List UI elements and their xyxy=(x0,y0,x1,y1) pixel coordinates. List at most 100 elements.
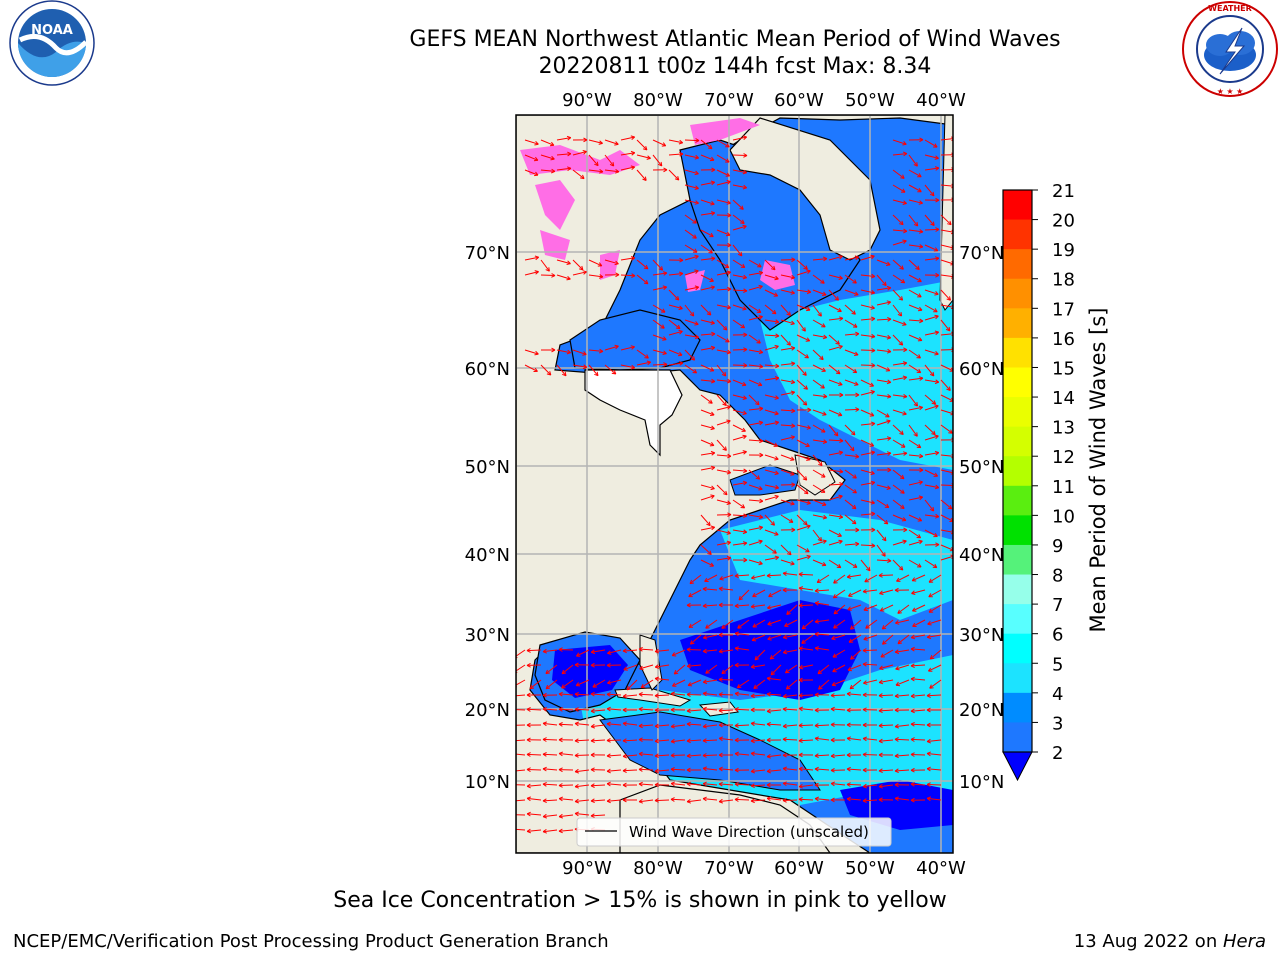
wave-direction-arrow xyxy=(924,154,939,159)
wave-direction-arrow xyxy=(770,664,782,676)
wave-direction-arrow xyxy=(668,273,683,276)
lat-tick-label-left: 70°N xyxy=(465,243,510,264)
wave-direction-arrow xyxy=(876,334,891,339)
wave-direction-arrowhead xyxy=(926,634,932,640)
wave-direction-arrow xyxy=(684,304,695,317)
wave-direction-arrow xyxy=(591,709,606,712)
lon-tick-label-bottom: 80°W xyxy=(633,858,683,879)
wave-direction-arrowhead xyxy=(950,274,953,279)
wave-direction-arrow xyxy=(908,394,918,407)
wave-direction-arrow xyxy=(702,604,718,607)
wave-direction-arrowhead xyxy=(926,738,931,744)
wave-direction-arrowhead xyxy=(526,752,531,757)
wave-direction-arrowhead xyxy=(662,350,667,355)
wave-direction-arrowhead xyxy=(782,752,787,758)
wave-direction-arrowhead xyxy=(654,664,660,669)
wave-direction-arrow xyxy=(623,694,638,697)
wave-direction-arrowhead xyxy=(790,346,796,351)
wave-direction-arrow xyxy=(684,199,699,204)
colorbar-segment xyxy=(1003,308,1032,339)
wave-direction-arrowhead xyxy=(734,751,739,757)
wave-direction-arrow xyxy=(892,484,905,494)
wave-direction-arrow xyxy=(524,169,539,176)
wave-direction-arrow xyxy=(796,259,808,270)
wave-direction-arrow xyxy=(828,334,840,345)
wave-direction-arrowhead xyxy=(678,305,683,311)
wave-direction-arrow xyxy=(780,304,791,316)
wave-direction-arrowhead xyxy=(917,173,922,178)
wave-direction-arrowhead xyxy=(679,271,684,277)
wave-direction-arrowhead xyxy=(928,578,934,583)
wave-direction-arrowhead xyxy=(852,563,858,568)
wave-direction-arrowhead xyxy=(855,407,860,412)
colorbar-segment xyxy=(1003,190,1032,221)
wave-direction-arrow xyxy=(876,529,887,542)
wave-direction-arrow xyxy=(927,797,942,801)
wave-direction-arrow xyxy=(734,724,750,727)
wave-direction-arrow xyxy=(703,708,718,711)
wave-direction-arrow xyxy=(716,469,731,474)
wave-direction-arrow xyxy=(737,619,750,629)
wave-direction-arrowhead xyxy=(798,723,803,728)
wave-direction-arrow xyxy=(716,557,731,561)
wave-direction-arrowhead xyxy=(766,796,771,802)
wave-direction-arrow xyxy=(894,754,910,757)
wave-direction-arrow xyxy=(620,152,635,156)
wave-direction-arrowhead xyxy=(898,565,904,571)
wave-direction-arrow xyxy=(828,317,843,321)
wave-direction-arrow xyxy=(636,169,647,181)
wave-direction-arrowhead xyxy=(590,691,595,697)
wave-direction-arrow xyxy=(684,349,695,361)
wave-direction-arrow xyxy=(908,439,922,449)
wave-direction-arrow xyxy=(686,709,702,712)
wave-direction-arrow xyxy=(940,394,953,402)
wave-direction-arrowhead xyxy=(775,363,780,369)
wave-direction-arrowhead xyxy=(663,362,668,367)
wave-direction-arrowhead xyxy=(862,736,867,742)
wave-direction-arrow xyxy=(924,379,939,383)
wave-direction-arrow xyxy=(876,559,892,562)
wave-direction-arrow xyxy=(876,394,891,398)
wave-direction-arrowhead xyxy=(710,494,715,499)
land-cuba xyxy=(614,687,692,707)
wave-direction-arrowhead xyxy=(802,401,808,406)
wave-direction-arrow xyxy=(748,469,760,480)
wave-direction-arrowhead xyxy=(574,811,579,817)
wave-direction-arrow xyxy=(780,454,795,461)
wave-direction-arrow xyxy=(892,139,907,145)
wave-direction-arrow xyxy=(622,739,638,742)
wave-direction-arrowhead xyxy=(689,640,695,645)
wave-direction-arrowhead xyxy=(929,655,935,660)
map-frame xyxy=(515,114,954,854)
wave-direction-arrowhead xyxy=(927,667,933,672)
wave-direction-arrow xyxy=(812,454,823,467)
wave-direction-arrowhead xyxy=(786,550,792,556)
wave-direction-arrow xyxy=(892,452,907,456)
wave-direction-arrowhead xyxy=(702,781,707,787)
wave-direction-arrowhead xyxy=(870,254,875,260)
wave-direction-arrowhead xyxy=(622,738,627,744)
wave-direction-arrowhead xyxy=(766,768,771,774)
wave-direction-arrow xyxy=(828,304,842,312)
wave-direction-arrowhead xyxy=(759,438,764,444)
wave-direction-arrowhead xyxy=(708,249,713,254)
wave-direction-arrowhead xyxy=(917,306,923,312)
wave-direction-arrow xyxy=(748,484,763,490)
wave-direction-arrowhead xyxy=(897,639,902,645)
wave-direction-arrowhead xyxy=(814,619,820,624)
wave-direction-arrow xyxy=(796,499,811,504)
wave-direction-arrow xyxy=(780,436,795,441)
wave-direction-arrow xyxy=(716,288,732,291)
wave-direction-arrowhead xyxy=(526,796,531,802)
wave-direction-arrowhead xyxy=(913,162,918,167)
wave-direction-arrowhead xyxy=(880,653,885,658)
wave-direction-arrow xyxy=(620,136,635,141)
wave-direction-arrowhead xyxy=(818,461,823,467)
wave-direction-arrow xyxy=(844,469,857,479)
wave-direction-arrow xyxy=(623,664,638,671)
wave-direction-arrowhead xyxy=(798,603,803,608)
wave-direction-arrowhead xyxy=(702,648,707,654)
wave-direction-arrow xyxy=(828,483,844,486)
lat-tick-label-right: 40°N xyxy=(959,545,1004,566)
